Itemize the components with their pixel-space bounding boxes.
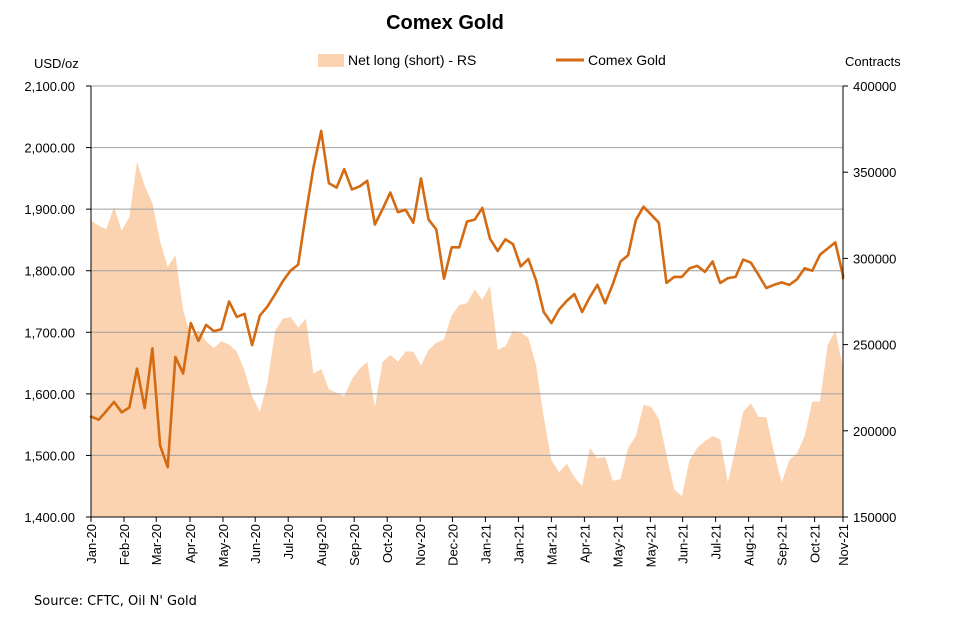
left-axis-ticks: 1,400.00 1,500.00 1,600.00 1,700.00 1,800.00…	[24, 79, 91, 525]
left-tick-label: 2,100.00	[24, 79, 75, 94]
right-tick-label: 150000	[853, 510, 896, 525]
net-long-area	[91, 161, 843, 517]
left-tick-label: 1,600.00	[24, 387, 75, 402]
left-tick-label: 1,800.00	[24, 264, 75, 279]
right-tick-label: 350000	[853, 165, 896, 180]
x-tick-label: Oct-20	[380, 524, 395, 563]
x-tick-label: May-21	[643, 524, 658, 567]
gold-price-line-layer	[89, 129, 845, 469]
left-tick-label: 1,700.00	[24, 325, 75, 340]
x-tick-label: Oct-21	[808, 524, 823, 563]
x-axis-ticks: Jan-20 Feb-20 Mar-20 Apr-20 May-20 Jun-20 Jul-…	[84, 517, 851, 567]
source-note: Source: CFTC, Oil N' Gold	[34, 594, 197, 609]
right-axis-label: Contracts	[845, 54, 901, 69]
right-tick-label: 200000	[853, 424, 896, 439]
x-tick-label: Jan-20	[84, 524, 99, 564]
right-tick-label: 250000	[853, 338, 896, 353]
x-tick-label: May-20	[216, 524, 231, 567]
x-tick-label: Jul-20	[281, 524, 296, 559]
right-tick-label: 300000	[853, 251, 896, 266]
x-tick-label: Jan-21	[511, 524, 526, 564]
right-tick-label: 400000	[853, 79, 896, 94]
legend: Net long (short) - RS Comex Gold	[318, 52, 666, 68]
right-axis-ticks: 150000 200000 250000 300000 350000 400000	[843, 79, 896, 525]
x-tick-label: Aug-20	[314, 524, 329, 566]
legend-swatch-net-long	[318, 54, 344, 67]
left-tick-label: 1,900.00	[24, 202, 75, 217]
x-tick-label: Sep-21	[775, 524, 790, 566]
left-tick-label: 2,000.00	[24, 141, 75, 156]
x-tick-label: Aug-21	[742, 524, 757, 566]
left-axis-label: USD/oz	[34, 56, 79, 71]
net-long-area-layer	[91, 161, 843, 517]
x-tick-label: Jul-21	[709, 524, 724, 559]
x-tick-label: Mar-21	[544, 524, 559, 565]
comex-gold-line	[89, 129, 845, 469]
axes	[90, 86, 844, 518]
x-tick-label: Jun-21	[676, 524, 691, 564]
x-tick-label: Nov-20	[413, 524, 428, 566]
x-tick-label: Sep-20	[347, 524, 362, 566]
x-tick-label: Feb-20	[117, 524, 132, 565]
x-tick-label: Nov-21	[836, 524, 851, 566]
x-tick-label: May-21	[610, 524, 625, 567]
left-tick-label: 1,500.00	[24, 448, 75, 463]
left-tick-label: 1,400.00	[24, 510, 75, 525]
legend-label-comex-gold: Comex Gold	[588, 52, 666, 68]
gridlines	[91, 85, 843, 456]
x-tick-label: Jun-20	[248, 524, 263, 564]
x-tick-label: Dec-20	[445, 524, 460, 566]
x-tick-label: Mar-20	[149, 524, 164, 565]
chart-title: Comex Gold	[386, 12, 504, 34]
x-tick-label: Apr-20	[183, 524, 198, 563]
x-tick-label: Jan-21	[478, 524, 493, 564]
legend-label-net-long: Net long (short) - RS	[348, 52, 476, 68]
x-tick-label: Apr-21	[577, 524, 592, 563]
